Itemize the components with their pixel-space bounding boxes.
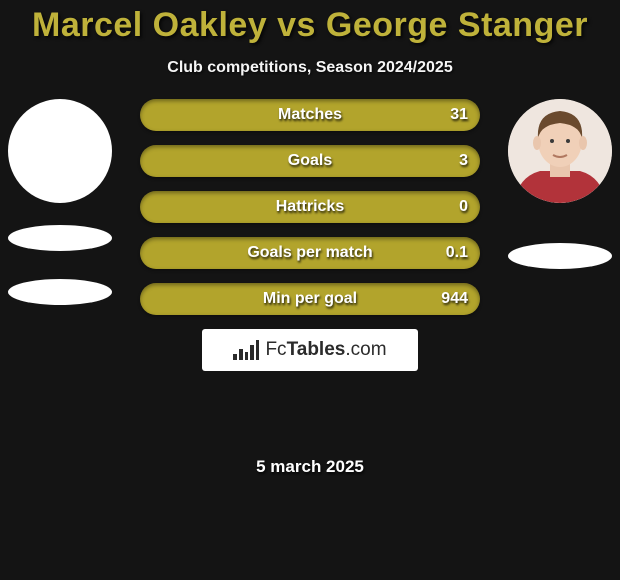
right-team-badge-1 — [508, 243, 612, 269]
stat-right-value: 0 — [459, 191, 468, 223]
left-team-badge-2 — [8, 279, 112, 305]
page-title: Marcel Oakley vs George Stanger — [0, 0, 620, 45]
brand-bold: Tables — [287, 339, 346, 360]
stat-right-value: 3 — [459, 145, 468, 177]
update-date: 5 march 2025 — [0, 457, 620, 477]
left-player-avatar — [8, 99, 112, 203]
brand-suffix: .com — [345, 339, 386, 360]
page-subtitle: Club competitions, Season 2024/2025 — [0, 59, 620, 77]
stat-bar-matches: Matches 31 — [140, 99, 480, 131]
brand-badge: FcTables.com — [202, 329, 418, 371]
brand-chart-icon — [233, 340, 259, 360]
stat-bar-goals: Goals 3 — [140, 145, 480, 177]
brand-prefix: Fc — [265, 339, 286, 360]
stat-label: Hattricks — [276, 198, 344, 216]
right-player-avatar-icon — [508, 99, 612, 203]
stat-label: Matches — [278, 106, 342, 124]
stat-label: Goals — [288, 152, 332, 170]
stat-label: Goals per match — [247, 244, 372, 262]
stat-bar-min-per-goal: Min per goal 944 — [140, 283, 480, 315]
stat-right-value: 0.1 — [446, 237, 468, 269]
comparison-bars: Matches 31 Goals 3 Hattricks 0 Goals per… — [140, 99, 480, 371]
stat-bar-goals-per-match: Goals per match 0.1 — [140, 237, 480, 269]
right-player-column — [500, 99, 620, 439]
left-team-badge-1 — [8, 225, 112, 251]
left-player-column — [0, 99, 120, 439]
comparison-stage: Matches 31 Goals 3 Hattricks 0 Goals per… — [0, 99, 620, 439]
brand-text: FcTables.com — [265, 339, 386, 361]
stat-label: Min per goal — [263, 290, 357, 308]
stat-right-value: 31 — [450, 99, 468, 131]
right-player-avatar — [508, 99, 612, 203]
stat-right-value: 944 — [441, 283, 468, 315]
stat-bar-hattricks: Hattricks 0 — [140, 191, 480, 223]
